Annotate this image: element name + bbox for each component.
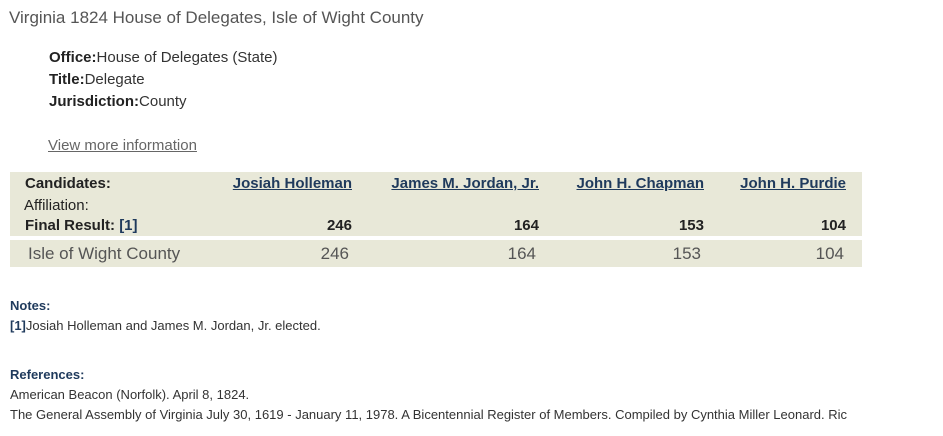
- final-result-john-h-purdie: 104: [820, 217, 846, 234]
- jurisdiction-line: Jurisdiction:County: [49, 91, 277, 113]
- county-name: Isle of Wight County: [28, 244, 181, 263]
- note-text: Josiah Holleman and James M. Jordan, Jr.…: [25, 318, 321, 333]
- title-label: Title:: [49, 71, 85, 88]
- note-ref: [1]: [10, 318, 26, 333]
- final-result-james-m-jordan-jr: 164: [513, 217, 539, 234]
- office-details: Office:House of Delegates (State) Title:…: [49, 47, 277, 113]
- table-row: Isle of Wight County 246 164 153 104: [10, 240, 862, 267]
- title-line: Title:Delegate: [49, 69, 277, 91]
- reference-item: The General Assembly of Virginia July 30…: [10, 407, 848, 422]
- final-result-josiah-holleman: 246: [326, 217, 352, 234]
- candidate-link-josiah-holleman[interactable]: Josiah Holleman: [232, 175, 352, 192]
- candidates-label: Candidates:: [25, 175, 111, 192]
- jurisdiction-value: County: [139, 93, 187, 110]
- final-result-note-link[interactable]: [1]: [119, 217, 138, 234]
- affiliation-label: Affiliation:: [24, 197, 89, 214]
- final-result-john-h-chapman: 153: [678, 217, 704, 234]
- references-heading: References:: [10, 367, 85, 382]
- results-table: Candidates: Affiliation: Final Result: […: [10, 172, 862, 267]
- office-label: Office:: [49, 49, 97, 66]
- results-header: Candidates: Affiliation: Final Result: […: [10, 172, 862, 236]
- note-item: [1]Josiah Holleman and James M. Jordan, …: [10, 318, 321, 333]
- county-result-james-m-jordan-jr: 164: [507, 244, 536, 263]
- jurisdiction-label: Jurisdiction:: [49, 93, 140, 110]
- county-result-john-h-chapman: 153: [672, 244, 701, 263]
- notes-heading: Notes:: [10, 298, 51, 313]
- title-value: Delegate: [84, 71, 145, 88]
- candidate-link-james-m-jordan-jr[interactable]: James M. Jordan, Jr.: [391, 175, 539, 192]
- view-more-information-link[interactable]: View more information: [48, 137, 197, 154]
- county-result-john-h-purdie: 104: [815, 244, 844, 263]
- candidate-link-john-h-chapman[interactable]: John H. Chapman: [576, 175, 704, 192]
- county-result-josiah-holleman: 246: [320, 244, 349, 263]
- final-result-label: Final Result: [1]: [25, 217, 138, 234]
- reference-item: American Beacon (Norfolk). April 8, 1824…: [10, 387, 250, 402]
- candidate-link-john-h-purdie[interactable]: John H. Purdie: [740, 175, 846, 192]
- office-line: Office:House of Delegates (State): [49, 47, 277, 69]
- page-title: Virginia 1824 House of Delegates, Isle o…: [9, 8, 424, 27]
- office-value: House of Delegates (State): [96, 49, 278, 66]
